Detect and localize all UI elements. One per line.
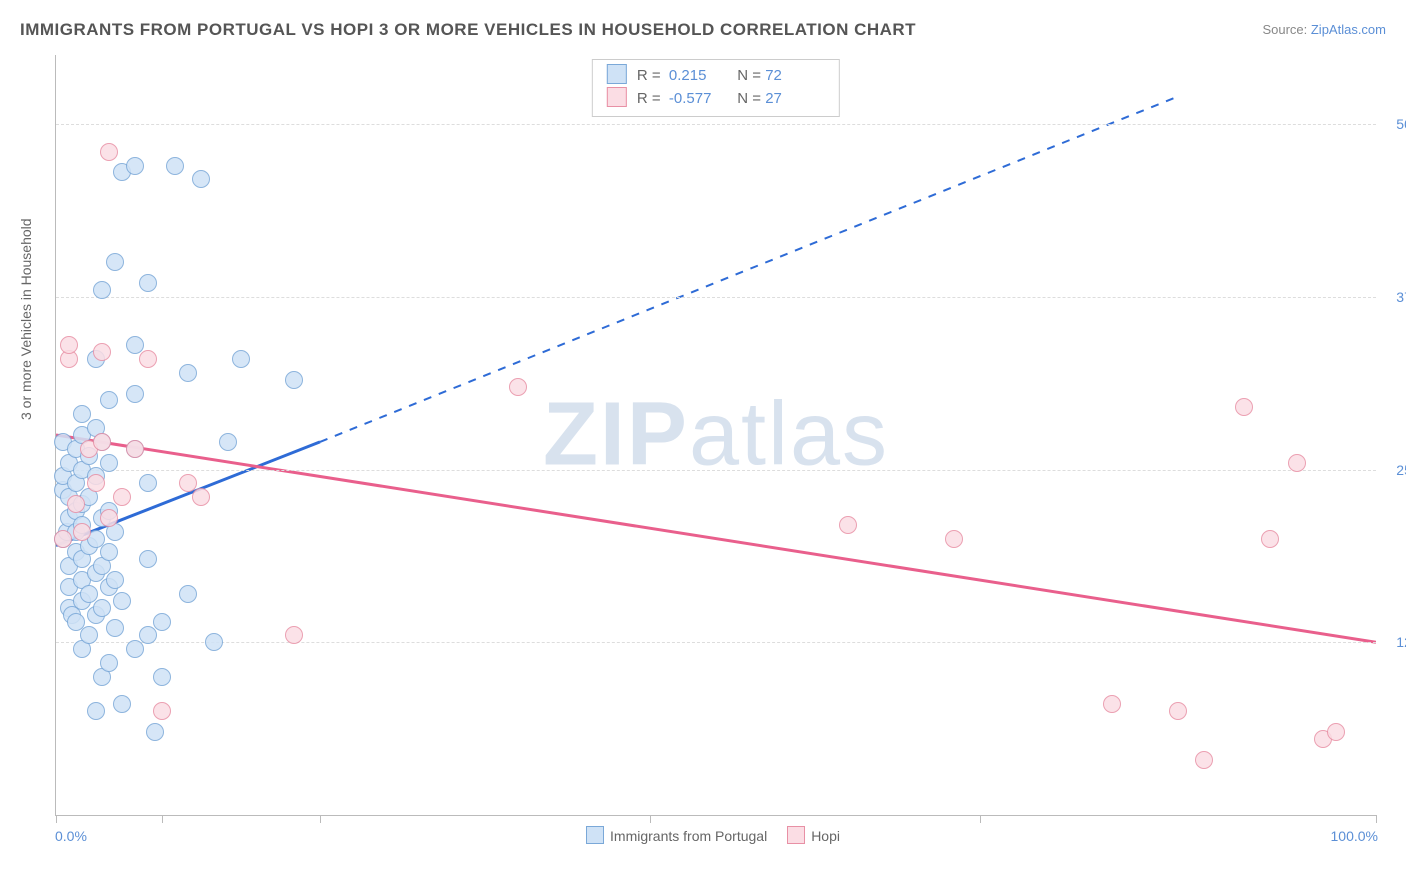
data-point — [100, 143, 118, 161]
y-tick-label: 12.5% — [1396, 634, 1406, 650]
data-point — [80, 626, 98, 644]
chart-title: IMMIGRANTS FROM PORTUGAL VS HOPI 3 OR MO… — [20, 20, 916, 40]
data-point — [179, 364, 197, 382]
gridline — [56, 642, 1376, 643]
data-point — [1169, 702, 1187, 720]
data-point — [100, 654, 118, 672]
x-tick — [980, 815, 982, 823]
data-point — [93, 281, 111, 299]
y-axis-label: 3 or more Vehicles in Household — [18, 218, 34, 420]
x-tick — [56, 815, 58, 823]
data-point — [106, 253, 124, 271]
stats-legend: R = 0.215 N = 72R = -0.577 N = 27 — [592, 59, 840, 117]
data-point — [509, 378, 527, 396]
data-point — [219, 433, 237, 451]
data-point — [285, 371, 303, 389]
data-point — [205, 633, 223, 651]
gridline — [56, 124, 1376, 125]
data-point — [126, 385, 144, 403]
gridline — [56, 297, 1376, 298]
data-point — [1288, 454, 1306, 472]
data-point — [126, 157, 144, 175]
data-point — [106, 619, 124, 637]
data-point — [100, 543, 118, 561]
data-point — [126, 440, 144, 458]
gridline — [56, 470, 1376, 471]
data-point — [839, 516, 857, 534]
watermark: ZIPatlas — [543, 384, 889, 487]
data-point — [60, 336, 78, 354]
trend-lines — [56, 55, 1376, 815]
data-point — [113, 488, 131, 506]
y-tick-label: 50.0% — [1396, 116, 1406, 132]
data-point — [179, 585, 197, 603]
data-point — [139, 350, 157, 368]
data-point — [54, 530, 72, 548]
data-point — [1261, 530, 1279, 548]
data-point — [1103, 695, 1121, 713]
data-point — [139, 474, 157, 492]
x-tick — [320, 815, 322, 823]
data-point — [1327, 723, 1345, 741]
legend-label: Immigrants from Portugal — [610, 828, 767, 844]
data-point — [87, 702, 105, 720]
data-point — [945, 530, 963, 548]
source-link[interactable]: ZipAtlas.com — [1311, 22, 1386, 37]
data-point — [93, 433, 111, 451]
x-tick — [1376, 815, 1378, 823]
data-point — [73, 523, 91, 541]
data-point — [139, 626, 157, 644]
data-point — [113, 695, 131, 713]
x-tick — [650, 815, 652, 823]
data-point — [67, 495, 85, 513]
source-label: Source: — [1262, 22, 1310, 37]
data-point — [153, 702, 171, 720]
data-point — [232, 350, 250, 368]
legend-label: Hopi — [811, 828, 840, 844]
data-point — [1235, 398, 1253, 416]
data-point — [100, 391, 118, 409]
data-point — [153, 668, 171, 686]
data-point — [139, 274, 157, 292]
data-point — [93, 599, 111, 617]
chart-area: ZIPatlas R = 0.215 N = 72R = -0.577 N = … — [55, 55, 1376, 816]
stats-row: R = -0.577 N = 27 — [607, 87, 825, 110]
data-point — [139, 550, 157, 568]
data-point — [153, 613, 171, 631]
data-point — [166, 157, 184, 175]
data-point — [100, 509, 118, 527]
data-point — [146, 723, 164, 741]
data-point — [126, 640, 144, 658]
legend-swatch — [586, 826, 604, 844]
x-tick — [162, 815, 164, 823]
data-point — [87, 474, 105, 492]
data-point — [106, 571, 124, 589]
bottom-legend: Immigrants from Portugal Hopi — [0, 826, 1406, 844]
legend-swatch — [787, 826, 805, 844]
y-tick-label: 25.0% — [1396, 462, 1406, 478]
source: Source: ZipAtlas.com — [1262, 22, 1386, 37]
data-point — [285, 626, 303, 644]
y-tick-label: 37.5% — [1396, 289, 1406, 305]
data-point — [192, 170, 210, 188]
data-point — [192, 488, 210, 506]
stats-row: R = 0.215 N = 72 — [607, 64, 825, 87]
data-point — [100, 454, 118, 472]
data-point — [93, 343, 111, 361]
data-point — [113, 592, 131, 610]
data-point — [1195, 751, 1213, 769]
